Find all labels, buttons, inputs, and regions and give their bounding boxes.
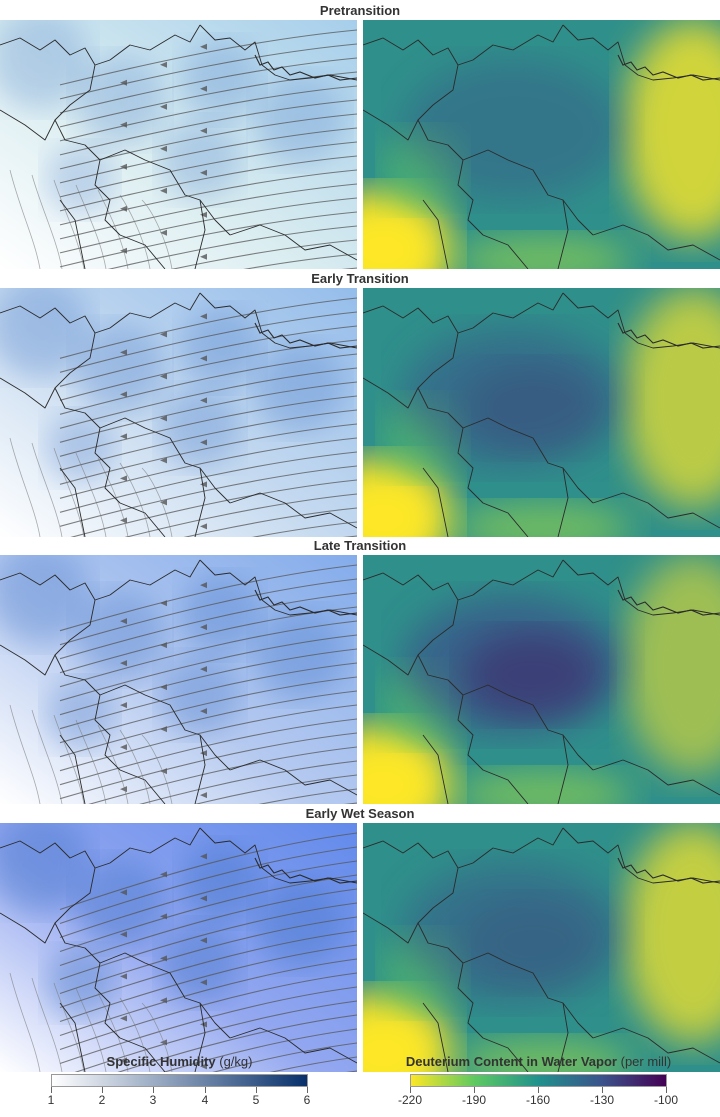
legend-tick-label: -190 <box>461 1093 487 1107</box>
legend-tick <box>153 1087 154 1093</box>
legend-tick <box>205 1087 206 1093</box>
legend-tick-label: 1 <box>47 1093 55 1107</box>
legend-tick <box>666 1087 667 1093</box>
legend-tick <box>410 1087 411 1093</box>
legend-tick-label: 5 <box>252 1093 260 1107</box>
deuterium-legend: Deuterium Content in Water Vapor (per mi… <box>398 1054 678 1107</box>
legend-tick-label: -100 <box>653 1093 679 1107</box>
legend-tick-label: -130 <box>589 1093 615 1107</box>
humidity-map-late-transition <box>0 555 357 804</box>
humidity-legend-title: Specific Humidity (g/kg) <box>106 1054 253 1069</box>
legend-tick <box>474 1087 475 1093</box>
deuterium-legend-title: Deuterium Content in Water Vapor (per mi… <box>405 1054 672 1069</box>
legend-tick <box>602 1087 603 1093</box>
deuterium-map-late-transition <box>363 555 720 804</box>
legend-tick <box>51 1087 52 1093</box>
legend-tick <box>307 1087 308 1093</box>
legend-tick-label: 3 <box>149 1093 157 1107</box>
humidity-legend: Specific Humidity (g/kg) 1 2 3 4 5 6 <box>48 1054 311 1107</box>
panel-title-early-transition: Early Transition <box>311 271 409 286</box>
legend-tick-label: 6 <box>303 1093 311 1107</box>
humidity-color-bar <box>51 1074 308 1087</box>
humidity-map-pretransition <box>0 20 357 269</box>
legend-tick-label: -160 <box>525 1093 551 1107</box>
legend-tick-label: 4 <box>201 1093 209 1107</box>
legend-tick <box>256 1087 257 1093</box>
panel-title-late-transition: Late Transition <box>313 538 407 553</box>
legend-tick <box>102 1087 103 1093</box>
humidity-map-early-wet-season <box>0 823 357 1072</box>
legend-tick-label: 2 <box>98 1093 106 1107</box>
deuterium-color-bar <box>410 1074 667 1087</box>
panel-title-early-wet-season: Early Wet Season <box>305 806 415 821</box>
deuterium-map-pretransition <box>363 20 720 269</box>
legend-tick <box>538 1087 539 1093</box>
humidity-map-early-transition <box>0 288 357 537</box>
legend-tick-label: -220 <box>397 1093 423 1107</box>
panel-title-pretransition: Pretransition <box>319 3 401 18</box>
deuterium-map-early-wet-season <box>363 823 720 1072</box>
deuterium-map-early-transition <box>363 288 720 537</box>
